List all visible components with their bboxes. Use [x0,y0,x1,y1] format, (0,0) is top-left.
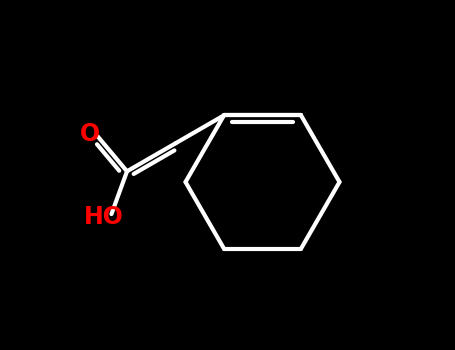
Text: HO: HO [84,205,124,229]
Text: O: O [80,122,100,146]
